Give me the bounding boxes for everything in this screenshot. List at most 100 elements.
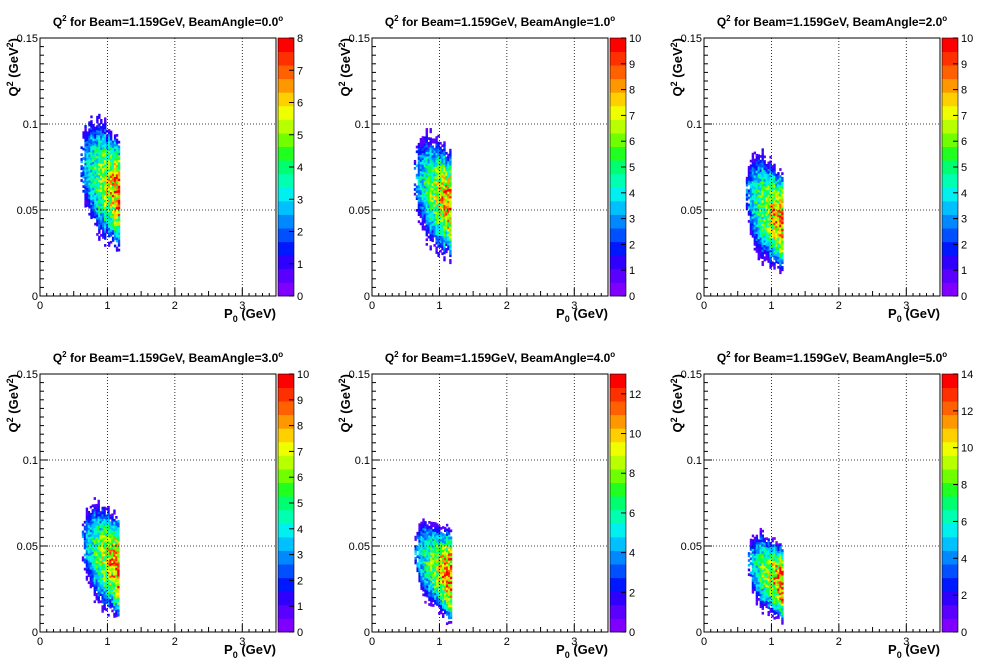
heatmap-cell-91 — [755, 537, 759, 540]
heatmap-cell-335 — [771, 539, 774, 543]
color-bar-band-12 — [942, 455, 958, 470]
heatmap-cell-603 — [775, 187, 778, 191]
heatmap-cell-364 — [103, 579, 106, 583]
heatmap-cell-566 — [107, 176, 111, 179]
heatmap-cell-207 — [430, 594, 433, 598]
heatmap-cell-326 — [771, 563, 774, 566]
heatmap-cell-99 — [89, 538, 93, 542]
heatmap-cell-373 — [775, 604, 778, 608]
heatmap-cell-106 — [757, 565, 761, 568]
heatmap-cell-276 — [761, 232, 764, 236]
y-tick-label-0: 0 — [32, 627, 38, 639]
heatmap-cell-356 — [103, 598, 106, 601]
heatmap-cell-475 — [781, 596, 784, 599]
heatmap-cell-668 — [447, 233, 450, 237]
heatmap-cell-410 — [435, 187, 438, 191]
x-tick-label-2: 2 — [504, 300, 510, 312]
heatmap-cell-20 — [418, 577, 421, 580]
color-bar-band-13 — [278, 441, 294, 456]
heatmap-cell-200 — [92, 142, 95, 146]
heatmap-cell-297 — [99, 534, 102, 538]
heatmap-cell-500 — [109, 558, 112, 562]
heatmap-cell-572 — [775, 260, 778, 264]
heatmap-cell-187 — [425, 182, 428, 185]
heatmap-cell-727 — [449, 202, 452, 206]
color-bar-band-17 — [278, 51, 294, 66]
heatmap-cell-81 — [89, 580, 93, 584]
heatmap-cell-156 — [93, 572, 96, 575]
heatmap-cell-554 — [111, 525, 114, 528]
heatmap-cell-601 — [113, 511, 116, 515]
heatmap-cell-336 — [101, 541, 104, 545]
heatmap-cell-131 — [90, 204, 93, 208]
heatmap-cell-32 — [418, 549, 421, 552]
heatmap-cell-671 — [111, 147, 115, 151]
heatmap-cell-105 — [757, 567, 761, 571]
heatmap-cell-464 — [437, 176, 440, 180]
heatmap-cell-202 — [757, 196, 760, 200]
heatmap-cell-478 — [104, 157, 107, 161]
heatmap-cell-365 — [765, 236, 768, 240]
heatmap-cell-453 — [104, 215, 107, 219]
heatmap-cell-715 — [449, 230, 452, 234]
heatmap-cell-87 — [86, 133, 89, 137]
heatmap-cell-627 — [777, 223, 780, 227]
heatmap-cell-30 — [85, 552, 89, 555]
heatmap-cell-81 — [751, 183, 755, 187]
heatmap-cell-3 — [747, 559, 751, 562]
heatmap-cell-437 — [102, 135, 105, 138]
heatmap-cell-273 — [434, 601, 437, 605]
heatmap-cell-176 — [92, 199, 95, 202]
heatmap-cell-497 — [771, 235, 774, 239]
x-tick-label-1: 1 — [104, 300, 110, 312]
heatmap-cell-124 — [91, 556, 95, 559]
heatmap-cell-170 — [93, 539, 96, 543]
heatmap-cell-421 — [102, 172, 105, 176]
heatmap-cell-86 — [421, 223, 425, 226]
heatmap-cell-158 — [755, 193, 759, 197]
heatmap-cell-390 — [103, 518, 106, 522]
y-tick-label-0: 0 — [364, 291, 370, 303]
heatmap-cell-348 — [773, 588, 776, 592]
heatmap-cell-241 — [94, 143, 97, 146]
heatmap-cell-432 — [767, 177, 770, 181]
heatmap-cell-317 — [431, 199, 434, 203]
heatmap-cell-381 — [765, 199, 768, 202]
heatmap-cell-148 — [93, 590, 96, 594]
heatmap-cell-309 — [431, 218, 434, 221]
heatmap-cell-464 — [107, 541, 110, 544]
heatmap-cell-207 — [757, 184, 760, 188]
heatmap-cell-337 — [101, 539, 104, 543]
heatmap-cell-298 — [761, 181, 764, 184]
heatmap-cell-491 — [781, 558, 784, 562]
heatmap-cell-226 — [759, 244, 762, 247]
heatmap-cell-144 — [423, 178, 427, 182]
heatmap-cell-121 — [91, 563, 95, 566]
heatmap-cell-368 — [100, 179, 103, 183]
heatmap-cell-49 — [85, 507, 89, 511]
heatmap-cell-336 — [771, 537, 774, 541]
heatmap-cell-213 — [430, 580, 433, 584]
heatmap-cell-114 — [753, 200, 757, 204]
heatmap-cell-791 — [117, 192, 121, 196]
heatmap-cell-148 — [759, 534, 762, 538]
heatmap-cell-149 — [90, 162, 93, 166]
heatmap-cell-76 — [755, 572, 759, 575]
heatmap-cell-538 — [441, 221, 444, 225]
heatmap-cell-212 — [94, 211, 97, 214]
heatmap-cell-305 — [99, 515, 102, 519]
heatmap-cell-114 — [91, 579, 95, 583]
heatmap-cell-288 — [99, 555, 102, 559]
heatmap-cell-652 — [111, 192, 115, 195]
heatmap-cell-559 — [441, 172, 444, 176]
heatmap-cell-275 — [429, 189, 432, 192]
heatmap-cell-149 — [755, 214, 759, 218]
heatmap-cell-220 — [430, 563, 433, 567]
heatmap-cell-280 — [761, 223, 764, 227]
heatmap-cell-127 — [753, 170, 757, 174]
heatmap-cell-316 — [763, 249, 766, 253]
color-bar-band-8 — [610, 509, 626, 524]
heatmap-cell-362 — [438, 562, 441, 566]
heatmap-cell-138 — [91, 523, 95, 526]
heatmap-cell-412 — [440, 534, 443, 537]
